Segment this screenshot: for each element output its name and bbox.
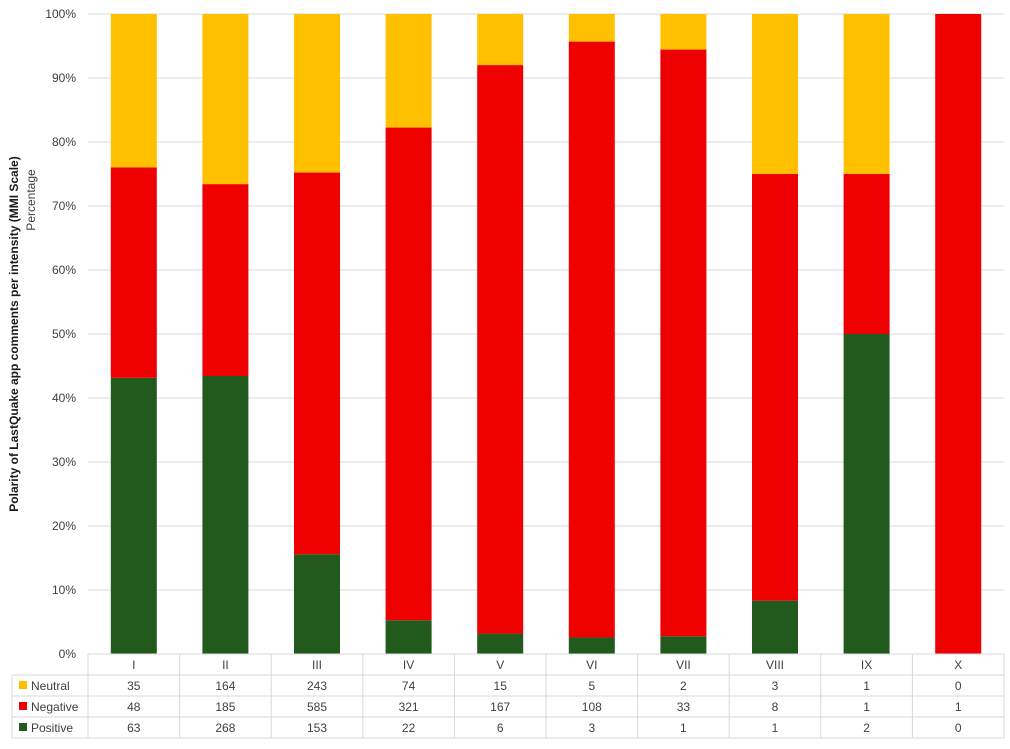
bar-segment-negative <box>752 174 798 601</box>
y-tick-label: 30% <box>52 455 76 469</box>
legend-label: Neutral <box>31 679 70 693</box>
table-cell: 1 <box>772 721 779 735</box>
table-cell: 243 <box>307 679 327 693</box>
bar-segment-neutral <box>477 14 524 66</box>
y-tick-label: 50% <box>52 327 76 341</box>
table-cell: 6 <box>497 721 504 735</box>
bar-segment-positive <box>752 600 798 654</box>
y-tick-label: 80% <box>52 135 76 149</box>
bar-segment-positive <box>202 376 249 654</box>
y-tick-label: 100% <box>45 7 76 21</box>
y-tick-label: 60% <box>52 263 76 277</box>
bar-segment-negative <box>477 65 524 634</box>
table-cell: 8 <box>772 700 779 714</box>
x-tick-label: V <box>496 658 504 672</box>
table-cell: 3 <box>772 679 779 693</box>
bar-segment-positive <box>568 637 615 654</box>
table-cell: 164 <box>215 679 235 693</box>
table-cell: 2 <box>680 679 687 693</box>
table-cell: 108 <box>582 700 602 714</box>
table-cell: 0 <box>955 679 962 693</box>
x-tick-label: II <box>222 658 229 672</box>
bar-segment-positive <box>110 377 157 654</box>
table-cell: 1 <box>863 700 870 714</box>
bar-segment-positive <box>477 633 524 654</box>
y-tick-label: 0% <box>59 647 77 661</box>
x-tick-label: X <box>954 658 962 672</box>
x-tick-label: IX <box>861 658 872 672</box>
bar-segment-neutral <box>843 14 890 174</box>
x-tick-label: VIII <box>766 658 784 672</box>
bars <box>110 14 982 654</box>
y-axis-title: Polarity of LastQuake app comments per i… <box>7 156 21 511</box>
table-cell: 268 <box>215 721 235 735</box>
bar-segment-neutral <box>294 14 340 173</box>
bar-segment-neutral <box>568 14 615 42</box>
table-cell: 15 <box>494 679 508 693</box>
legend-key-neutral <box>19 681 27 689</box>
table-cell: 22 <box>402 721 416 735</box>
table-cell: 0 <box>955 721 962 735</box>
bar-segment-negative <box>110 167 157 378</box>
table-cell: 74 <box>402 679 416 693</box>
bar-segment-positive <box>660 636 707 654</box>
table-cell: 5 <box>588 679 595 693</box>
table-cell: 1 <box>955 700 962 714</box>
bar-segment-neutral <box>385 14 432 128</box>
x-tick-label: VI <box>586 658 597 672</box>
bar-segment-neutral <box>202 14 249 185</box>
bar-segment-positive <box>294 554 340 654</box>
bar-segment-positive <box>385 620 432 654</box>
y-tick-label: 70% <box>52 199 76 213</box>
legend-label: Positive <box>31 721 73 735</box>
bar-segment-positive <box>843 334 890 654</box>
table-cell: 1 <box>863 679 870 693</box>
table-cell: 585 <box>307 700 327 714</box>
legend-key-positive <box>19 723 27 731</box>
table-cell: 321 <box>399 700 419 714</box>
y-axis-subtitle: Percentage <box>24 169 38 231</box>
x-tick-label: IV <box>403 658 414 672</box>
y-tick-label: 40% <box>52 391 76 405</box>
bar-segment-neutral <box>660 14 707 50</box>
bar-segment-negative <box>935 14 982 654</box>
table-cell: 185 <box>215 700 235 714</box>
y-tick-label: 20% <box>52 519 76 533</box>
bar-segment-negative <box>202 184 249 377</box>
legend-label: Negative <box>31 700 79 714</box>
table-cell: 33 <box>677 700 691 714</box>
table-cell: 2 <box>863 721 870 735</box>
y-tick-label: 90% <box>52 71 76 85</box>
y-axis-tick-labels: 0% 10% 20% 30% 40% 50% 60% 70% 80% 90% 100% <box>45 7 76 661</box>
table-cell: 153 <box>307 721 327 735</box>
table-cell: 48 <box>127 700 141 714</box>
bar-segment-negative <box>660 49 707 637</box>
table-cell: 35 <box>127 679 141 693</box>
table-cell: 1 <box>680 721 687 735</box>
bar-segment-neutral <box>110 14 157 168</box>
bar-segment-negative <box>568 41 615 638</box>
bar-segment-negative <box>294 172 340 555</box>
x-tick-label: VII <box>676 658 691 672</box>
bar-segment-neutral <box>752 14 798 174</box>
table-cell: 167 <box>490 700 510 714</box>
y-tick-label: 10% <box>52 583 76 597</box>
bar-segment-negative <box>385 127 432 621</box>
bar-segment-negative <box>843 174 890 334</box>
x-tick-label: I <box>132 658 135 672</box>
table-cell: 63 <box>127 721 141 735</box>
x-tick-label: III <box>312 658 322 672</box>
table-cell: 3 <box>588 721 595 735</box>
legend-key-negative <box>19 702 27 710</box>
